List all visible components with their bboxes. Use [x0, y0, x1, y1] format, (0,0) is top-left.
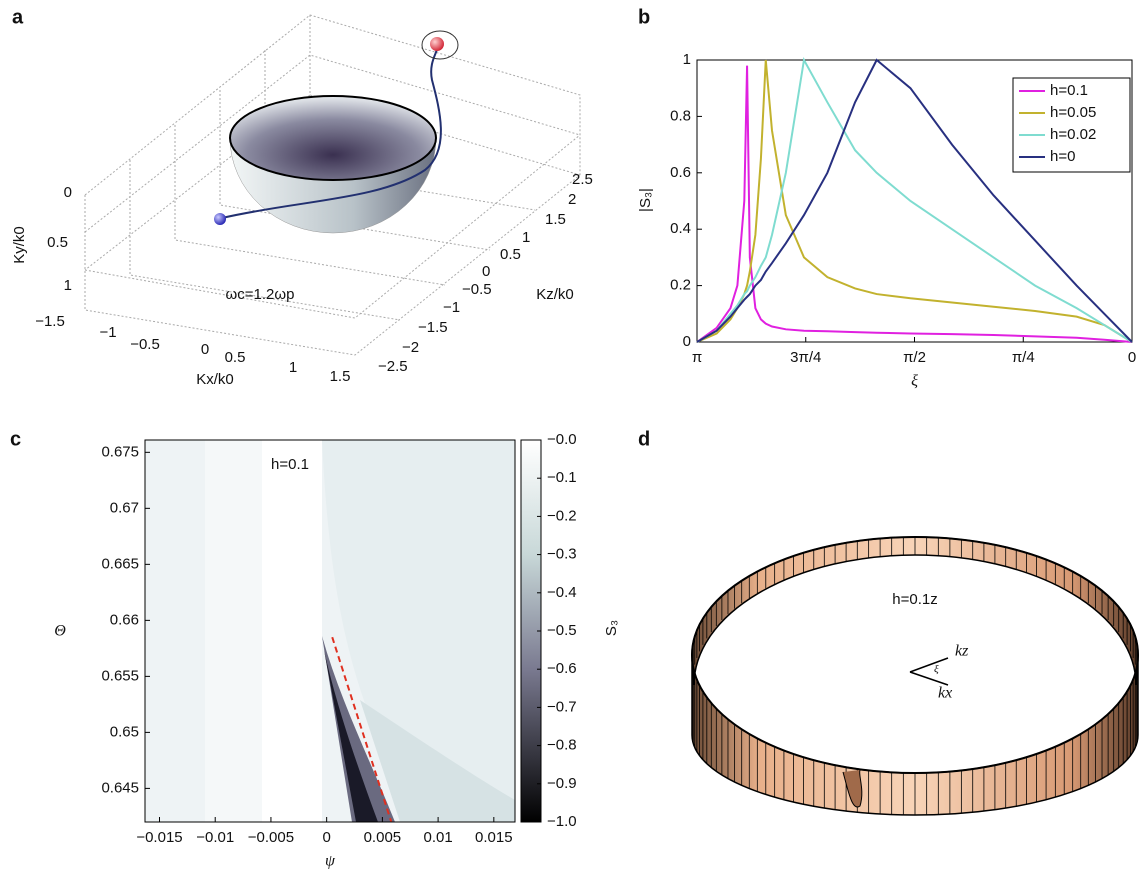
ring — [691, 536, 1139, 816]
kz-label: kz — [955, 643, 969, 660]
x-tick-label: π/4 — [1012, 349, 1035, 366]
z-tick-label: 0.5 — [500, 246, 521, 263]
x-tick-label: 0.5 — [225, 349, 246, 366]
x-tick-label: 1 — [289, 359, 297, 376]
legend-label: h=0 — [1050, 148, 1075, 165]
series-line — [696, 65, 1133, 343]
colorbar-tick-label: −1.0 — [547, 813, 577, 830]
x-tick-label: 1.5 — [330, 368, 351, 385]
x-tick-label: −0.015 — [136, 829, 182, 846]
panel-label: b — [638, 6, 650, 28]
panel-label: a — [12, 6, 24, 28]
legend-label: h=0.05 — [1050, 104, 1096, 121]
z-tick-label: −0.5 — [462, 281, 492, 298]
plot-frame — [144, 439, 516, 823]
y-tick-label: 0.4 — [670, 220, 691, 237]
y-tick-label: 1 — [64, 277, 72, 294]
colorbar-tick-label: −0.0 — [547, 431, 577, 448]
y-tick-label: 0.675 — [101, 443, 139, 460]
legend-label: h=0.02 — [1050, 126, 1096, 143]
y-tick-label: 0.8 — [670, 107, 691, 124]
y-axis-label: Θ — [54, 623, 66, 640]
z-tick-label: 1 — [522, 229, 530, 246]
z-tick-label: 2.5 — [572, 171, 593, 188]
shade — [205, 440, 262, 822]
series-line — [696, 58, 1133, 343]
colorbar-tick-label: −0.6 — [547, 660, 577, 677]
z-tick-label: −1 — [443, 299, 460, 316]
colorbar-tick-label: −0.2 — [547, 507, 577, 524]
z-tick-label: 0 — [482, 263, 490, 280]
x-tick-label: 3π/4 — [790, 349, 821, 366]
axis-box — [84, 14, 581, 356]
y-tick-label: 1 — [683, 51, 691, 68]
y-tick-label: 0.655 — [101, 667, 139, 684]
bowl — [214, 30, 459, 234]
y-axis-label: Ky/k0 — [11, 226, 28, 264]
y-tick-label: 0.66 — [110, 611, 139, 628]
colorbar-label: S₃ — [603, 620, 620, 636]
y-tick-label: 0.5 — [47, 234, 68, 251]
y-tick-label: 0.645 — [101, 779, 139, 796]
x-tick-label: −1.5 — [35, 313, 65, 330]
colorbar-tick-label: −0.4 — [547, 584, 577, 601]
x-tick-label: 0 — [1128, 349, 1136, 366]
x-tick-label: 0.01 — [424, 829, 453, 846]
z-tick-label: 2 — [568, 191, 576, 208]
angle-label: ξ — [934, 664, 939, 676]
x-tick-label: 0 — [201, 341, 209, 358]
y-tick-label: 0.65 — [110, 723, 139, 740]
z-tick-label: −2.5 — [378, 358, 408, 375]
x-axis-label: ξ — [911, 373, 918, 390]
x-tick-label: −0.005 — [248, 829, 294, 846]
colorbar-tick-label: −0.9 — [547, 775, 577, 792]
colorbar-tick-label: −0.3 — [547, 546, 577, 563]
shade — [262, 440, 322, 822]
shade — [324, 650, 378, 822]
x-tick-label: 0 — [322, 829, 330, 846]
y-tick-label: 0.6 — [670, 164, 691, 181]
colorbar-tick-label: −0.8 — [547, 737, 577, 754]
shade — [360, 700, 515, 822]
x-tick-label: π/2 — [903, 349, 926, 366]
dashed-line — [331, 636, 393, 823]
colorbar-tick-label: −0.7 — [547, 698, 577, 715]
z-tick-label: 1.5 — [545, 211, 566, 228]
panel-a — [84, 14, 581, 356]
x-axis-label: Kx/k0 — [196, 371, 234, 388]
y-tick-label: 0.665 — [101, 555, 139, 572]
kx-label: kx — [938, 685, 952, 702]
z-axis-label: Kz/k0 — [536, 286, 574, 303]
shade — [322, 440, 515, 822]
colorbar-tick-label: −0.5 — [547, 622, 577, 639]
series-line — [696, 56, 1133, 343]
y-tick-label: 0 — [683, 333, 691, 350]
y-tick-label: 0 — [64, 184, 72, 201]
y-tick-label: 0.2 — [670, 277, 691, 294]
annotation: ωc=1.2ωp — [226, 286, 295, 303]
y-tick-label: 0.67 — [110, 499, 139, 516]
x-tick-label: −0.5 — [130, 336, 160, 353]
legend-label: h=0.1 — [1050, 82, 1088, 99]
z-tick-label: −2 — [402, 339, 419, 356]
x-tick-label: −1 — [99, 324, 116, 341]
z-tick-label: −1.5 — [418, 319, 448, 336]
annotation: h=0.1z — [892, 591, 937, 608]
x-tick-label: −0.01 — [196, 829, 234, 846]
y-axis-label: |S₃| — [637, 188, 654, 212]
colorbar-tick-label: −0.1 — [547, 469, 577, 486]
panel-label: d — [638, 428, 650, 450]
x-tick-label: π — [692, 349, 702, 366]
x-tick-label: 0.015 — [475, 829, 513, 846]
panel-label: c — [10, 428, 21, 450]
x-tick-label: 0.005 — [364, 829, 402, 846]
annotation: h=0.1 — [271, 456, 309, 473]
x-axis-label: ψ — [325, 853, 336, 870]
